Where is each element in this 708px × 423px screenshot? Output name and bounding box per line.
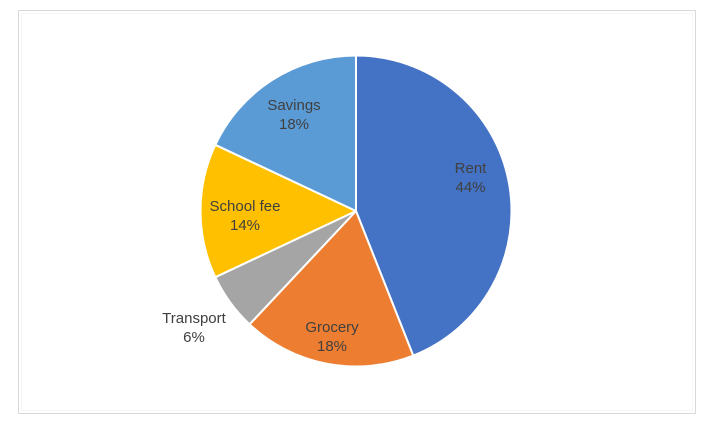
svg-text:Transport: Transport (162, 310, 226, 327)
svg-text:Savings: Savings (267, 97, 320, 114)
svg-text:School fee: School fee (210, 198, 281, 215)
svg-text:44%: 44% (455, 179, 485, 196)
svg-text:Rent: Rent (455, 160, 488, 177)
svg-text:18%: 18% (279, 116, 309, 133)
svg-text:18%: 18% (317, 338, 347, 355)
svg-text:14%: 14% (230, 217, 260, 234)
svg-text:Grocery: Grocery (305, 319, 359, 336)
svg-text:6%: 6% (183, 329, 205, 346)
